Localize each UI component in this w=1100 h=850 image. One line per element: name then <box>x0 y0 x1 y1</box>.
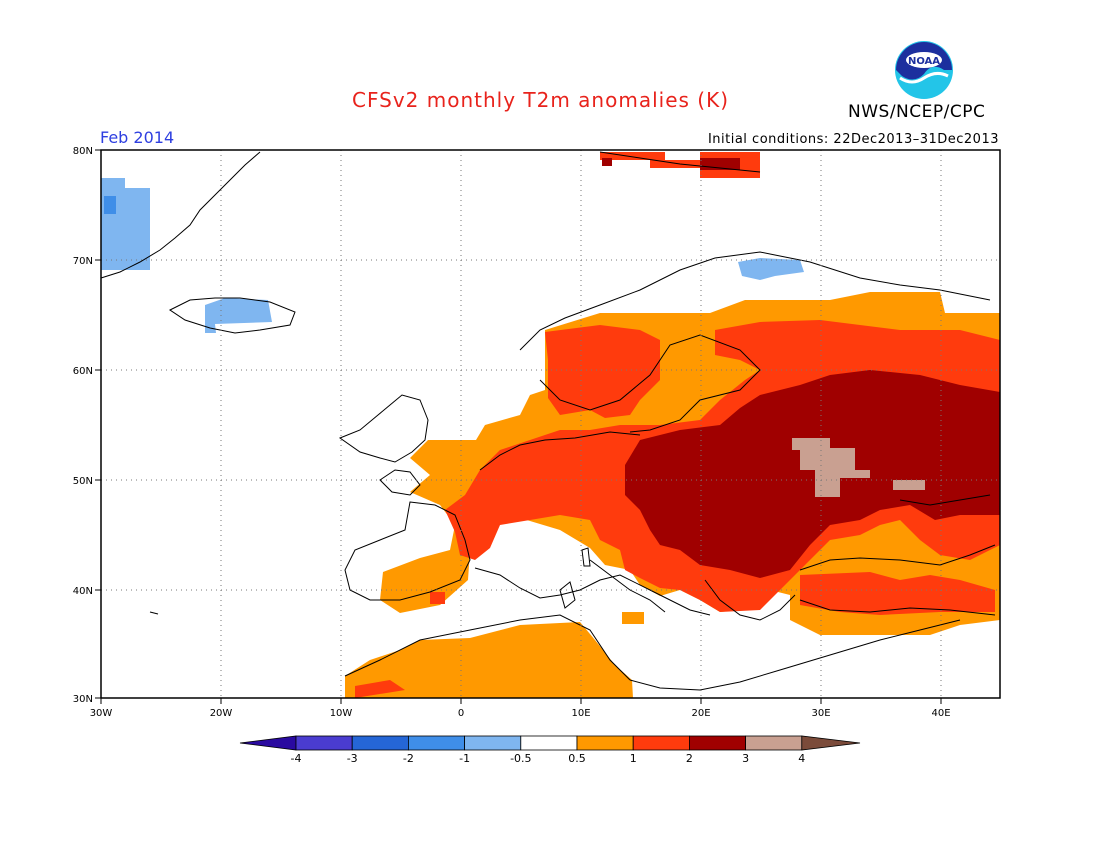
lon-tick-label: 30E <box>811 708 830 719</box>
lon-tick-label: 20E <box>691 708 710 719</box>
lon-tick-label: 10W <box>330 708 353 719</box>
forecast-period: Feb 2014 <box>100 128 175 147</box>
lat-tick-label: 60N <box>73 366 93 377</box>
colorbar-swatch <box>464 735 522 751</box>
colorbar-label: -4 <box>291 752 302 765</box>
coastlines <box>100 151 996 691</box>
colorbar-label: -2 <box>403 752 414 765</box>
colorbar-swatch <box>745 735 803 751</box>
colorbar-label: 4 <box>798 752 805 765</box>
lat-tick-label: 70N <box>73 256 93 267</box>
colorbar-label: 1 <box>630 752 637 765</box>
lat-tick-label: 80N <box>73 146 93 157</box>
colorbar-high-cap <box>801 735 861 751</box>
anomaly-shading <box>101 152 1000 698</box>
colorbar-swatch <box>407 735 465 751</box>
map-title: CFSv2 monthly T2m anomalies (K) <box>352 88 729 112</box>
colorbar-swatch <box>576 735 634 751</box>
latitude-axis: 80N 70N 60N 50N 40N 30N <box>73 146 101 705</box>
colorbar-label: -1 <box>459 752 470 765</box>
colorbar-label: -0.5 <box>510 752 531 765</box>
lat-tick-label: 40N <box>73 586 93 597</box>
initial-conditions-label: Initial conditions: 22Dec2013–31Dec2013 <box>707 132 999 147</box>
map-frame <box>100 149 1001 699</box>
colorbar-swatch <box>295 735 353 751</box>
noaa-logo: NOAA <box>895 41 953 99</box>
colorbar-swatch <box>351 735 409 751</box>
colorbar-swatch <box>520 735 578 751</box>
colorbar-label: 2 <box>686 752 693 765</box>
lon-tick-label: 20W <box>210 708 233 719</box>
agency-label: NWS/NCEP/CPC <box>848 102 986 122</box>
svg-text:NOAA: NOAA <box>908 56 940 67</box>
colorbar-low-cap <box>239 735 297 751</box>
lon-tick-label: 40E <box>931 708 950 719</box>
colorbar-swatch <box>632 735 690 751</box>
colorbar-swatch <box>689 735 747 751</box>
lon-tick-label: 10E <box>571 708 590 719</box>
longitude-axis: 30W 20W 10W 0 10E 20E 30E 40E <box>90 698 951 719</box>
lat-tick-label: 30N <box>73 694 93 705</box>
colorbar-label: -3 <box>347 752 358 765</box>
lon-tick-label: 30W <box>90 708 113 719</box>
lat-tick-label: 50N <box>73 476 93 487</box>
color-bar: -4 -3 -2 -1 -0.5 0.5 1 2 3 4 <box>239 735 861 765</box>
colorbar-label: 0.5 <box>568 752 586 765</box>
colorbar-label: 3 <box>742 752 749 765</box>
lon-tick-label: 0 <box>458 708 464 719</box>
